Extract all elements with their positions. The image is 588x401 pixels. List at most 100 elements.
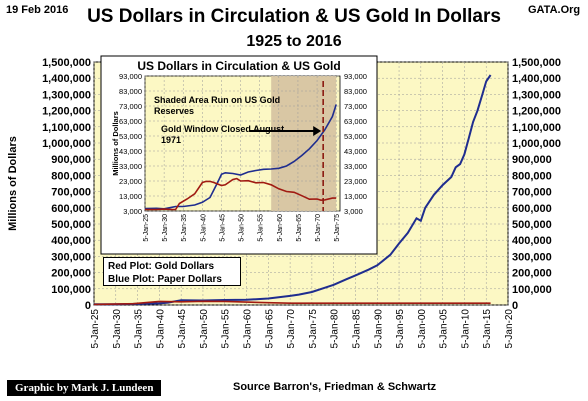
inset-shaded-area (271, 76, 337, 211)
y-tick-label-right: 1,400,000 (512, 73, 561, 85)
x-tick-label: 5-Jan-50 (199, 309, 210, 349)
inset-x-tick-label: 5-Jan-55 (258, 214, 265, 242)
x-tick-label: 5-Jan-60 (243, 309, 254, 349)
inset-y-tick-label-left: 63,000 (119, 117, 142, 126)
y-tick-label-left: 100,000 (51, 284, 91, 296)
y-tick-label-left: 0 (85, 300, 91, 312)
y-tick-label-right: 500,000 (512, 219, 552, 231)
gold-dollars-line (93, 300, 491, 306)
y-tick-label-right: 400,000 (512, 235, 552, 247)
inset-gold-dollars-line (145, 177, 337, 211)
x-tick-label: 5-Jan-65 (264, 309, 275, 349)
y-tick-label-right: 1,300,000 (512, 89, 561, 101)
inset-y-tick-label-left: 53,000 (119, 132, 142, 141)
y-tick-label-left: 800,000 (51, 170, 91, 182)
inset-x-tick-label: 5-Jan-40 (200, 214, 207, 242)
inset-annotation-shaded: Shaded Area Run on US Gold Reserves (154, 95, 281, 116)
y-tick-label-right: 0 (512, 300, 518, 312)
inset-x-tick-label: 5-Jan-70 (315, 214, 322, 242)
inset-y-tick-label-left: 3,000 (123, 207, 142, 216)
inset-y-tick-label-right: 53,000 (344, 132, 367, 141)
inset-y-axis-title: Millions of Dollars (111, 111, 120, 176)
y-tick-label-right: 1,100,000 (512, 122, 561, 134)
inset-y-tick-label-right: 33,000 (344, 162, 367, 171)
y-tick-label-right: 1,200,000 (512, 106, 561, 118)
inset-y-tick-label-left: 83,000 (119, 87, 142, 96)
inset-y-tick-label-right: 3,000 (344, 207, 363, 216)
inset-x-tick-label: 5-Jan-30 (162, 214, 169, 242)
y-tick-label-left: 900,000 (51, 154, 91, 166)
y-tick-label-left: 1,000,000 (42, 138, 91, 150)
x-tick-label: 5-Jan-40 (155, 309, 166, 349)
y-tick-label-right: 800,000 (512, 170, 552, 182)
site-label: GATA.Org (528, 4, 581, 16)
y-tick-label-left: 400,000 (51, 235, 91, 247)
y-tick-label-right: 1,500,000 (512, 57, 561, 69)
x-tick-label: 5-Jan-35 (134, 309, 145, 349)
inset-y-tick-label-right: 23,000 (344, 177, 367, 186)
inset-y-tick-label-right: 13,000 (344, 192, 367, 201)
y-tick-label-left: 1,200,000 (42, 106, 91, 118)
inset-y-tick-label-left: 43,000 (119, 147, 142, 156)
inset-title: US Dollars in Circulation & US Gold (137, 59, 340, 73)
x-tick-label: 5-Jan-20 (504, 309, 515, 349)
chart-subtitle: 1925 to 2016 (246, 33, 342, 50)
inset-annotation-gold-window: Gold Window Closed August 1971 (161, 124, 285, 145)
y-tick-label-right: 900,000 (512, 154, 552, 166)
y-tick-label-right: 300,000 (512, 251, 552, 263)
x-tick-label: 5-Jan-15 (482, 309, 493, 349)
chart-title: US Dollars in Circulation & US Gold In D… (87, 6, 501, 27)
y-tick-label-right: 200,000 (512, 268, 552, 280)
x-tick-label: 5-Jan-45 (177, 309, 188, 349)
x-tick-label: 5-Jan-10 (460, 309, 471, 349)
inset-y-tick-label-left: 93,000 (119, 72, 142, 81)
inset-y-tick-label-left: 73,000 (119, 102, 142, 111)
inset-x-tick-label: 5-Jan-60 (277, 214, 284, 242)
y-tick-label-left: 600,000 (51, 203, 91, 215)
y-tick-label-left: 200,000 (51, 268, 91, 280)
x-tick-label: 5-Jan-30 (112, 309, 123, 349)
legend-red: Red Plot: Gold Dollars (108, 261, 215, 272)
inset-paper-dollars-line (144, 104, 337, 210)
y-tick-label-left: 1,400,000 (42, 73, 91, 85)
y-tick-label-left: 300,000 (51, 251, 91, 263)
inset-y-tick-label-right: 83,000 (344, 87, 367, 96)
y-tick-label-left: 700,000 (51, 187, 91, 199)
x-tick-label: 5-Jan-85 (351, 309, 362, 349)
y-tick-label-left: 1,300,000 (42, 89, 91, 101)
x-tick-label: 5-Jan-95 (395, 309, 406, 349)
inset-y-tick-label-right: 93,000 (344, 72, 367, 81)
inset-x-tick-label: 5-Jan-25 (143, 214, 150, 242)
inset-y-tick-label-right: 43,000 (344, 147, 367, 156)
x-tick-label: 5-Jan-80 (330, 309, 341, 349)
inset-x-tick-label: 5-Jan-35 (181, 214, 188, 242)
y-tick-label-left: 1,100,000 (42, 122, 91, 134)
y-tick-label-left: 1,500,000 (42, 57, 91, 69)
inset-x-tick-label: 5-Jan-75 (334, 214, 341, 242)
y-tick-label-right: 1,000,000 (512, 138, 561, 150)
x-tick-label: 5-Jan-70 (286, 309, 297, 349)
legend: Red Plot: Gold Dollars Blue Plot: Paper … (103, 257, 241, 286)
annotation-arrowhead (313, 126, 322, 136)
inset-x-tick-label: 5-Jan-50 (239, 214, 246, 242)
inset-y-tick-label-left: 23,000 (119, 177, 142, 186)
y-axis-title: Millions of Dollars (7, 136, 19, 231)
inset-x-tick-label: 5-Jan-65 (296, 214, 303, 242)
y-tick-label-right: 100,000 (512, 284, 552, 296)
x-tick-label: 5-Jan-25 (90, 309, 101, 349)
credit-label: Graphic by Mark J. Lundeen (7, 380, 162, 396)
inset-y-tick-label-left: 13,000 (119, 192, 142, 201)
y-tick-label-left: 500,000 (51, 219, 91, 231)
x-tick-label: 5-Jan-55 (221, 309, 232, 349)
inset-y-tick-label-right: 73,000 (344, 102, 367, 111)
x-tick-label: 5-Jan-00 (417, 309, 428, 349)
inset-y-tick-label-left: 33,000 (119, 162, 142, 171)
x-tick-label: 5-Jan-90 (373, 309, 384, 349)
legend-blue: Blue Plot: Paper Dollars (108, 274, 222, 285)
y-tick-label-right: 600,000 (512, 203, 552, 215)
source-label: Source Barron's, Friedman & Schwartz (233, 381, 437, 393)
y-tick-label-right: 700,000 (512, 187, 552, 199)
inset-x-tick-label: 5-Jan-45 (219, 214, 226, 242)
inset-y-tick-label-right: 63,000 (344, 117, 367, 126)
